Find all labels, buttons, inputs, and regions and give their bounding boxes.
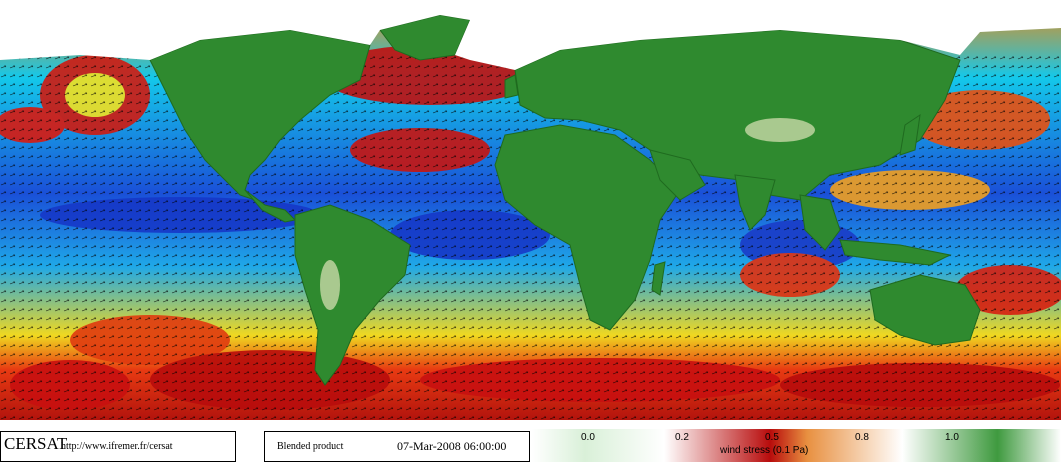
legend-tick: 0.0: [581, 432, 595, 443]
land-masses: [149, 14, 981, 386]
india: [734, 174, 776, 231]
arabia: [649, 149, 706, 201]
madagascar: [651, 261, 666, 296]
product-box: Blended product 07-Mar-2008 06:00:00: [264, 431, 530, 462]
uk: [504, 74, 519, 99]
south-america: [294, 204, 411, 386]
colorbar-legend: [532, 429, 1061, 462]
colorbar: [532, 429, 1061, 462]
organization-box: CERSAT http://www.ifremer.fr/cersat: [0, 431, 236, 462]
organization-name: CERSAT: [4, 434, 68, 453]
legend-tick: 0.2: [675, 432, 689, 443]
legend-title: wind stress (0.1 Pa): [720, 445, 809, 456]
australia: [869, 274, 981, 346]
legend-tick: 0.8: [855, 432, 869, 443]
organization-url[interactable]: http://www.ifremer.fr/cersat: [61, 441, 173, 452]
japan: [899, 113, 921, 156]
legend-tick: 1.0: [945, 432, 959, 443]
antarctic-ice: [0, 420, 1061, 430]
product-datetime: 07-Mar-2008 06:00:00: [397, 439, 507, 453]
sea-ice: [0, 0, 1061, 70]
legend-tick: 0.5: [765, 432, 779, 443]
product-label: Blended product: [277, 441, 344, 452]
north-america: [149, 29, 371, 201]
africa: [494, 124, 681, 331]
land-highlights: [320, 118, 815, 310]
indonesia: [839, 239, 952, 266]
southeast-asia: [799, 194, 841, 251]
